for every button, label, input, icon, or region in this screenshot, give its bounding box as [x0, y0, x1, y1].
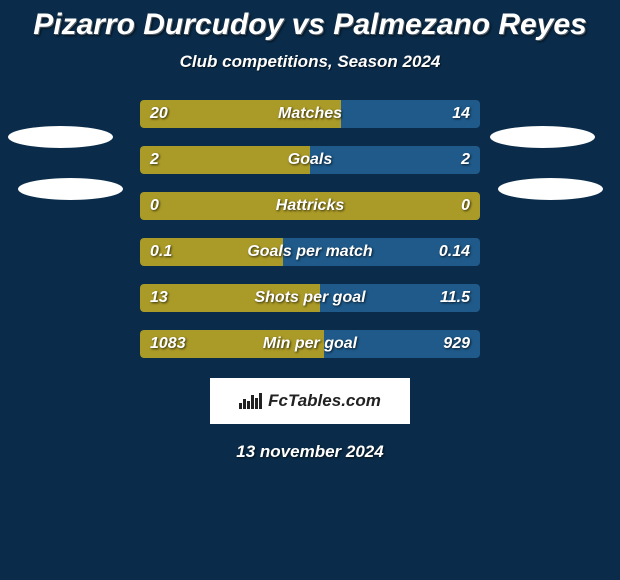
stat-value-left: 13 — [150, 289, 168, 307]
stat-label: Shots per goal — [254, 289, 365, 307]
stat-row: 0.1 Goals per match 0.14 — [0, 238, 620, 266]
stat-row: 13 Shots per goal 11.5 — [0, 284, 620, 312]
stat-value-left: 0.1 — [150, 243, 172, 261]
player-photo-placeholder — [498, 178, 603, 200]
stat-value-right: 0.14 — [439, 243, 470, 261]
stat-label: Hattricks — [276, 197, 344, 215]
stat-value-left: 2 — [150, 151, 159, 169]
stat-value-right: 14 — [452, 105, 470, 123]
stat-value-left: 1083 — [150, 335, 186, 353]
stat-bar-left — [140, 146, 310, 174]
stat-label: Min per goal — [263, 335, 357, 353]
stat-value-right: 2 — [461, 151, 470, 169]
stat-label: Goals — [288, 151, 332, 169]
stat-bar-right — [310, 146, 480, 174]
stat-value-right: 0 — [461, 197, 470, 215]
subtitle: Club competitions, Season 2024 — [0, 52, 620, 72]
fctables-logo: FcTables.com — [210, 378, 410, 424]
player-photo-placeholder — [18, 178, 123, 200]
stat-value-right: 929 — [443, 335, 470, 353]
comparison-infographic: Pizarro Durcudoy vs Palmezano Reyes Club… — [0, 0, 620, 580]
stat-row: 20 Matches 14 — [0, 100, 620, 128]
logo-text: FcTables.com — [268, 391, 381, 411]
date-text: 13 november 2024 — [0, 442, 620, 462]
logo-bars-icon — [239, 393, 262, 409]
stat-value-right: 11.5 — [440, 289, 470, 307]
stat-label: Goals per match — [247, 243, 372, 261]
stat-row: 2 Goals 2 — [0, 146, 620, 174]
stat-value-left: 0 — [150, 197, 159, 215]
stat-row: 1083 Min per goal 929 — [0, 330, 620, 358]
stat-label: Matches — [278, 105, 342, 123]
player-photo-placeholder — [490, 126, 595, 148]
page-title: Pizarro Durcudoy vs Palmezano Reyes — [0, 0, 620, 42]
player-photo-placeholder — [8, 126, 113, 148]
stat-value-left: 20 — [150, 105, 168, 123]
